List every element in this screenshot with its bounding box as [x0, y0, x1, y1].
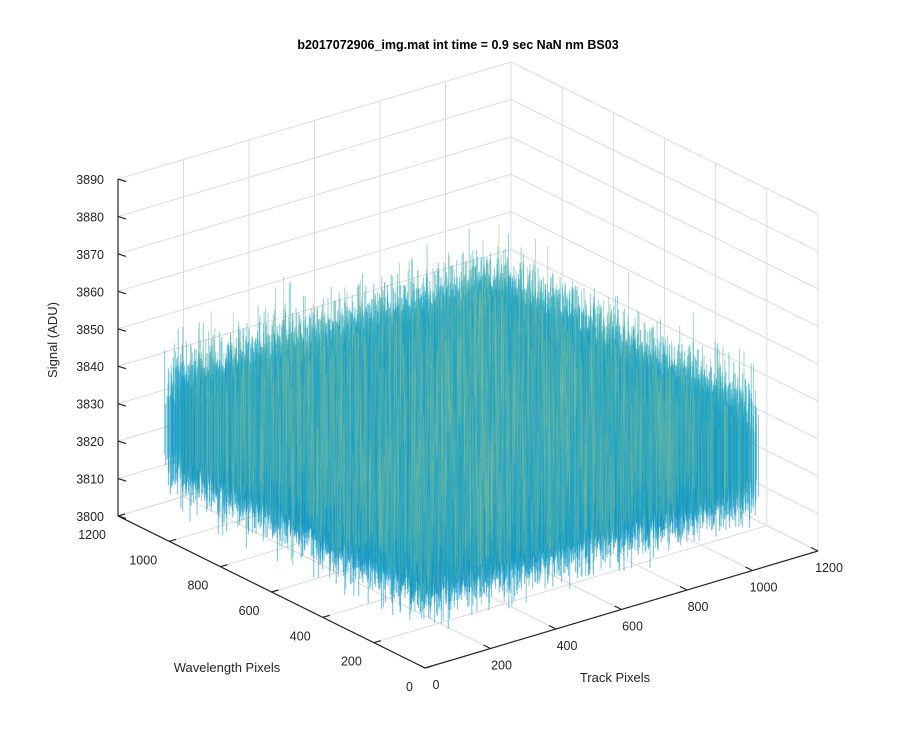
surface-figure: 0200400600800100012000200400600800100012… [0, 0, 900, 750]
